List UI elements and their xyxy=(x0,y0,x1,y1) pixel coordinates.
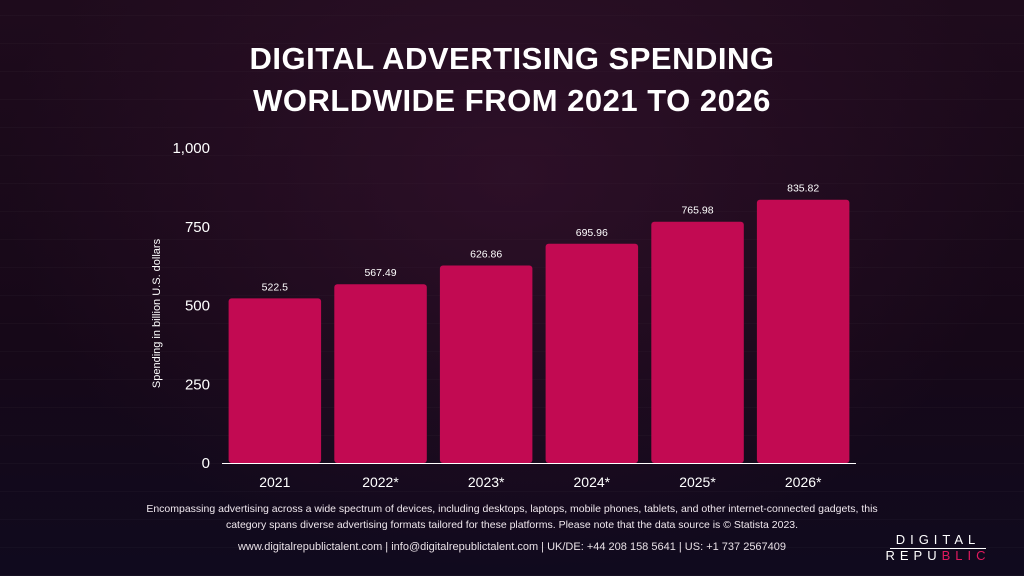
data-label: 835.82 xyxy=(787,183,819,195)
logo-top-text: DIGITAL xyxy=(895,532,981,547)
footnote: Encompassing advertising across a wide s… xyxy=(80,501,944,533)
x-tick-label: 2026* xyxy=(785,474,822,490)
x-tick-label: 2023* xyxy=(468,474,505,490)
y-tick-label: 1,000 xyxy=(172,140,210,157)
bar-chart: 0 250 500 750 1,000 522.5 567.49 626.86 695.96 7… xyxy=(151,140,856,490)
footnote-line-2: category spans diverse advertising forma… xyxy=(225,519,799,531)
y-tick-label: 0 xyxy=(202,455,210,472)
bars xyxy=(228,199,850,463)
bar xyxy=(439,265,533,463)
x-tick-label: 2022* xyxy=(362,474,399,490)
footnote-line-1: Encompassing advertising across a wide s… xyxy=(146,503,878,515)
contact-info: www.digitalrepublictalent.com | info@dig… xyxy=(237,541,787,553)
data-label: 567.49 xyxy=(364,267,396,279)
bar xyxy=(334,284,427,463)
digital-republic-logo: DIGITAL REPUBLIC xyxy=(876,532,1000,563)
y-axis-label: Spending in billion U.S. dollars xyxy=(151,238,163,388)
data-label: 695.96 xyxy=(576,227,608,239)
logo-bottom-text: REPUBLIC xyxy=(876,548,1000,563)
data-label: 765.98 xyxy=(681,205,713,217)
y-axis-ticks: 0 250 500 750 1,000 xyxy=(172,140,210,472)
y-tick-label: 750 xyxy=(185,219,210,236)
chart-title: DIGITAL ADVERTISING SPENDING WORLDWIDE F… xyxy=(0,38,1024,122)
x-axis-ticks: 2021 2022* 2023* 2024* 2025* 2026* xyxy=(259,474,822,490)
data-label: 626.86 xyxy=(470,249,502,261)
x-tick-label: 2024* xyxy=(574,474,611,490)
x-tick-label: 2025* xyxy=(679,474,716,490)
y-tick-label: 250 xyxy=(185,376,210,393)
data-label: 522.5 xyxy=(262,281,288,293)
y-tick-label: 500 xyxy=(185,298,210,315)
logo-bottom-white: REPU xyxy=(885,548,942,563)
title-line-2: WORLDWIDE FROM 2021 TO 2026 xyxy=(253,83,771,118)
bar xyxy=(756,199,850,463)
bar xyxy=(228,298,322,463)
data-labels: 522.5 567.49 626.86 695.96 765.98 835.82 xyxy=(262,183,820,294)
logo-divider xyxy=(890,548,986,549)
bar xyxy=(651,221,744,463)
logo-bottom-accent: BLIC xyxy=(941,548,991,563)
title-line-1: DIGITAL ADVERTISING SPENDING xyxy=(249,41,775,76)
bar xyxy=(545,243,639,463)
x-tick-label: 2021 xyxy=(259,474,290,490)
